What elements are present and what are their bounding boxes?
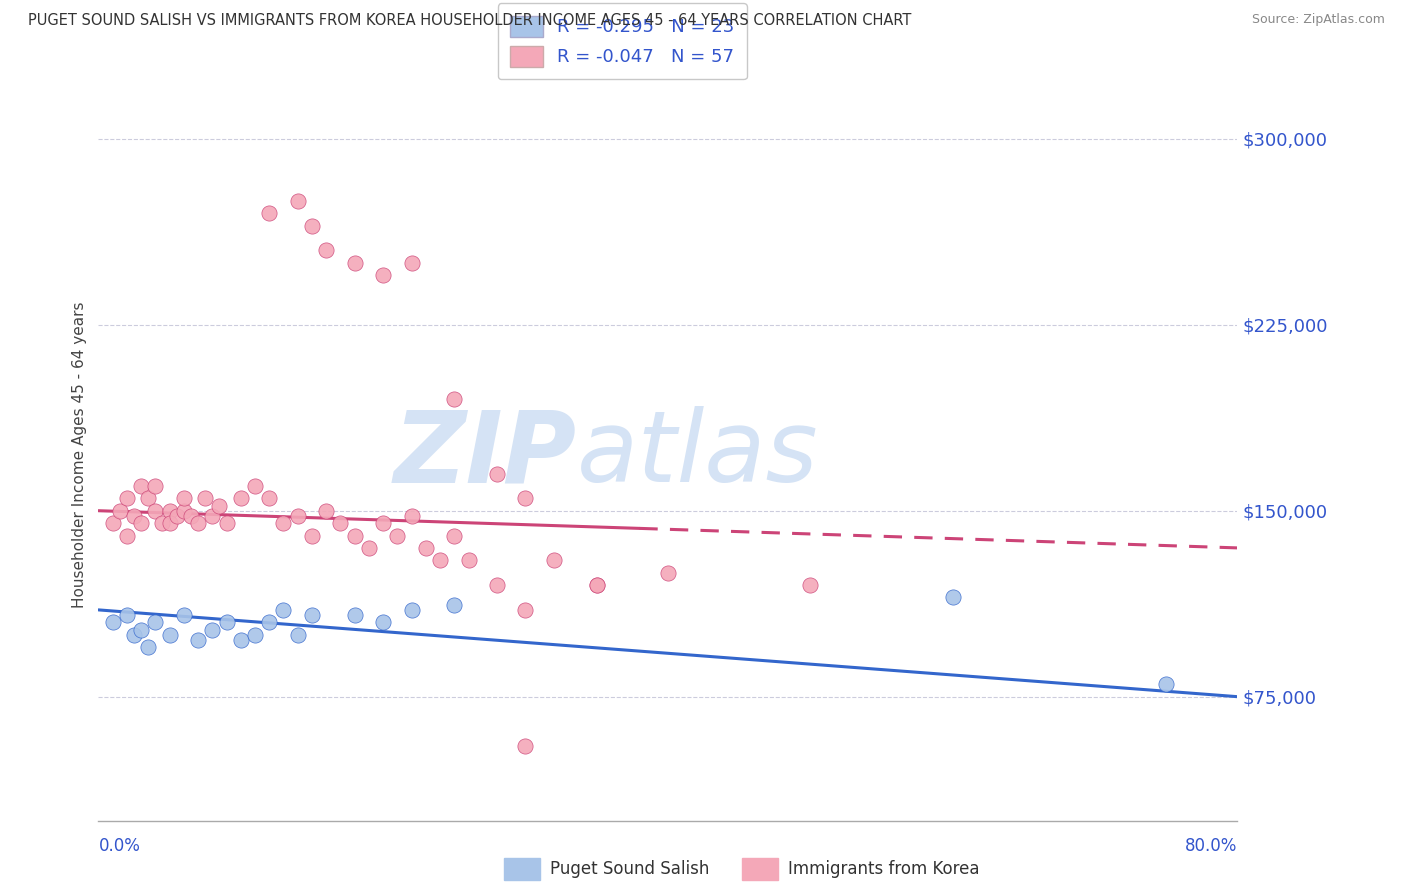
Point	[1154, 677, 1177, 691]
Point	[387, 528, 409, 542]
Point	[515, 739, 537, 754]
Point	[515, 603, 537, 617]
Point	[401, 508, 423, 523]
Y-axis label: Householder Income Ages 45 - 64 years: Householder Income Ages 45 - 64 years	[72, 301, 87, 608]
Point	[343, 256, 366, 270]
Point	[373, 516, 395, 530]
Point	[486, 467, 509, 481]
Text: Puget Sound Salish: Puget Sound Salish	[550, 860, 710, 879]
Point	[208, 499, 231, 513]
Point	[173, 607, 195, 622]
Text: Immigrants from Korea: Immigrants from Korea	[787, 860, 980, 879]
Point	[115, 607, 138, 622]
Point	[145, 504, 167, 518]
Point	[136, 491, 159, 506]
Point	[415, 541, 437, 555]
Point	[357, 541, 380, 555]
Legend: R = -0.295   N = 23, R = -0.047   N = 57: R = -0.295 N = 23, R = -0.047 N = 57	[498, 4, 747, 79]
Point	[145, 479, 167, 493]
Point	[187, 632, 209, 647]
Point	[243, 628, 266, 642]
Point	[129, 623, 152, 637]
Point	[343, 607, 366, 622]
Point	[301, 219, 323, 233]
Point	[159, 516, 181, 530]
Point	[301, 528, 323, 542]
Point	[259, 615, 281, 630]
Point	[122, 628, 145, 642]
Point	[329, 516, 352, 530]
Text: Source: ZipAtlas.com: Source: ZipAtlas.com	[1251, 13, 1385, 27]
Point	[129, 479, 152, 493]
Point	[287, 628, 309, 642]
Point	[129, 516, 152, 530]
Text: 0.0%: 0.0%	[98, 838, 141, 855]
Point	[657, 566, 679, 580]
Point	[273, 603, 295, 617]
Point	[543, 553, 565, 567]
Point	[585, 578, 607, 592]
Point	[457, 553, 479, 567]
Bar	[505, 858, 540, 880]
Point	[301, 607, 323, 622]
Point	[259, 491, 281, 506]
Point	[215, 516, 238, 530]
Point	[115, 528, 138, 542]
Point	[201, 623, 224, 637]
Point	[187, 516, 209, 530]
Point	[273, 516, 295, 530]
Point	[173, 504, 195, 518]
Point	[166, 508, 188, 523]
Point	[287, 194, 309, 208]
Point	[343, 528, 366, 542]
Point	[194, 491, 217, 506]
Point	[108, 504, 131, 518]
Point	[101, 516, 124, 530]
Point	[401, 256, 423, 270]
Point	[101, 615, 124, 630]
Point	[373, 615, 395, 630]
Point	[152, 516, 174, 530]
Point	[229, 491, 252, 506]
Point	[173, 491, 195, 506]
Point	[136, 640, 159, 654]
Point	[315, 244, 337, 258]
Point	[429, 553, 451, 567]
Point	[159, 504, 181, 518]
Point	[122, 508, 145, 523]
Text: ZIP: ZIP	[394, 407, 576, 503]
Point	[942, 591, 965, 605]
Point	[443, 528, 465, 542]
Point	[401, 603, 423, 617]
Point	[115, 491, 138, 506]
Point	[515, 491, 537, 506]
Point	[486, 578, 509, 592]
Point	[201, 508, 224, 523]
Text: PUGET SOUND SALISH VS IMMIGRANTS FROM KOREA HOUSEHOLDER INCOME AGES 45 - 64 YEAR: PUGET SOUND SALISH VS IMMIGRANTS FROM KO…	[28, 13, 911, 29]
Point	[145, 615, 167, 630]
Point	[159, 628, 181, 642]
Point	[443, 598, 465, 612]
Point	[243, 479, 266, 493]
Text: 80.0%: 80.0%	[1185, 838, 1237, 855]
Point	[443, 392, 465, 406]
Point	[259, 206, 281, 220]
Point	[180, 508, 202, 523]
Point	[315, 504, 337, 518]
Text: atlas: atlas	[576, 407, 818, 503]
Point	[799, 578, 821, 592]
Point	[373, 268, 395, 282]
Point	[287, 508, 309, 523]
Point	[585, 578, 607, 592]
Bar	[742, 858, 778, 880]
Point	[215, 615, 238, 630]
Point	[229, 632, 252, 647]
